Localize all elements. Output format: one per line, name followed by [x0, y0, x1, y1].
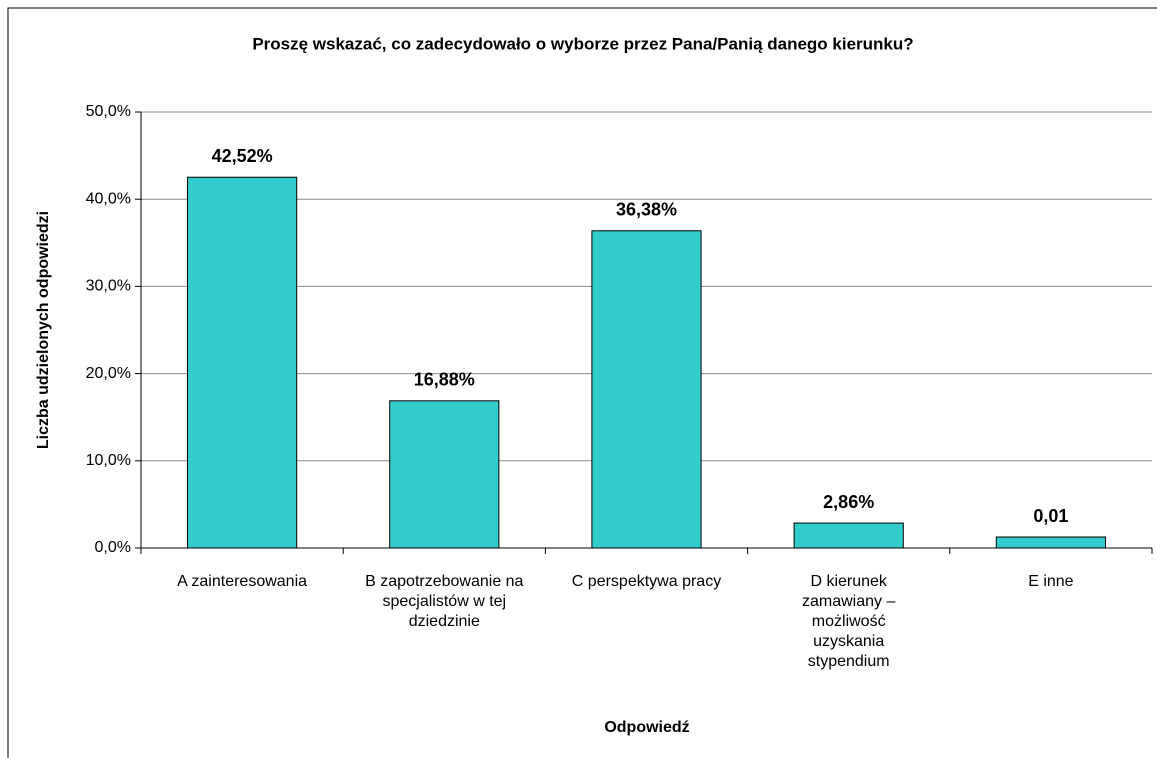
data-label: 16,88%: [414, 370, 475, 390]
bar: [187, 176, 298, 549]
y-tick-label: 10,0%: [86, 452, 131, 469]
bar: [591, 230, 702, 549]
bar: [995, 536, 1106, 549]
y-axis-title: Liczba udzielonych odpowiedzi: [35, 211, 52, 449]
y-tick-label: 50,0%: [86, 103, 131, 120]
y-tick-label: 20,0%: [86, 365, 131, 382]
chart-frame: [7, 7, 1157, 758]
data-label: 0,01: [1033, 506, 1068, 526]
data-label: 2,86%: [823, 492, 874, 512]
bar: [793, 522, 904, 549]
x-tick-label: B zapotrzebowanie na specjalistów w tej …: [365, 573, 524, 630]
x-tick-label: A zainteresowania: [177, 573, 308, 590]
chart-title: Proszę wskazać, co zadecydowało o wyborz…: [252, 34, 913, 53]
y-tick-label: 30,0%: [86, 278, 131, 295]
y-tick-label: 40,0%: [86, 190, 131, 207]
y-tick-label: 0,0%: [95, 539, 131, 556]
data-label: 42,52%: [212, 146, 273, 166]
x-tick-label: D kierunek zamawiany – możliwość uzyskan…: [802, 573, 896, 670]
bar: [389, 400, 500, 549]
data-label: 36,38%: [616, 200, 677, 220]
x-tick-label: E inne: [1028, 573, 1074, 590]
x-tick-label: C perspektywa pracy: [571, 573, 722, 590]
x-axis-title: Odpowiedź: [604, 719, 689, 736]
